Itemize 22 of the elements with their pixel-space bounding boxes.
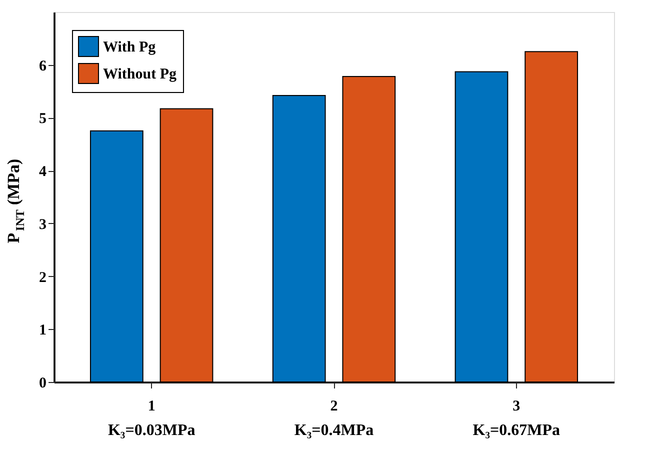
y-tick-label: 3 <box>39 216 46 233</box>
bar <box>524 51 578 382</box>
y-tick-label: 6 <box>39 58 47 74</box>
y-tick-label: 0 <box>39 376 46 392</box>
y-tick-label: 2 <box>39 270 46 286</box>
bar <box>454 71 508 382</box>
bar <box>160 108 214 382</box>
bar <box>90 130 144 382</box>
x-tick-label: 1 <box>148 398 156 414</box>
text: K₃=0.4MPa <box>294 422 374 439</box>
x-tick-label: 2 <box>330 398 338 414</box>
bar <box>342 76 396 382</box>
y-tick-label: 4 <box>39 164 47 180</box>
text: K₃=0.03MPa <box>108 422 196 439</box>
y-tick-label: 5 <box>39 111 46 128</box>
text: K₃=0.67MPa <box>472 422 560 439</box>
legend-label: With Pg <box>103 40 156 56</box>
bar <box>272 95 326 382</box>
y-axis-title: PINT (MPa) <box>4 158 27 244</box>
legend-label: Without Pg <box>103 66 177 82</box>
y-tick-label: 1 <box>39 322 46 339</box>
x-tick-label: 3 <box>512 398 520 414</box>
